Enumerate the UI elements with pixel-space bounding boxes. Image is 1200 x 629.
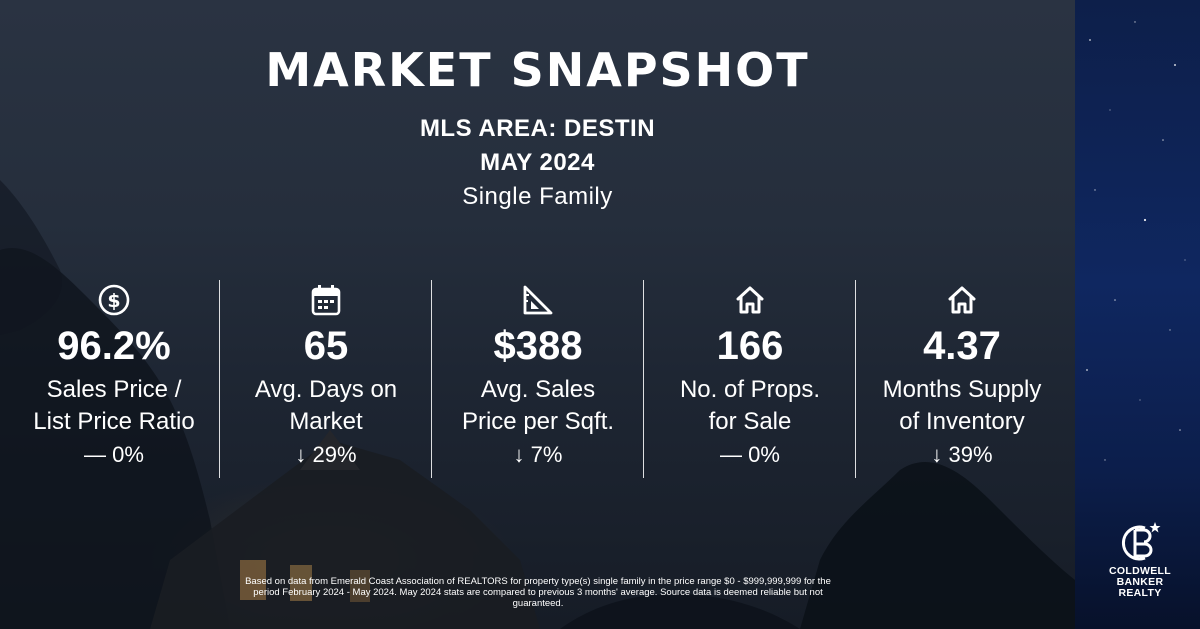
stat-props-for-sale: 166 No. of Props. for Sale — 0% <box>644 278 856 478</box>
stat-change: ↓ 39% <box>856 440 1068 470</box>
house-icon <box>856 280 1068 320</box>
stat-sales-price-ratio: $ 96.2% Sales Price / List Price Ratio —… <box>8 278 220 478</box>
arrow-down-icon: ↓ <box>931 442 943 467</box>
stars-decoration <box>1086 21 1186 461</box>
disclaimer-footnote: Based on data from Emerald Coast Associa… <box>245 576 831 609</box>
logo-line2: BANKER <box>1116 576 1164 588</box>
stat-change-value: 0% <box>112 442 144 467</box>
arrow-down-icon: ↓ <box>513 442 525 467</box>
report-period: MAY 2024 <box>480 149 595 176</box>
divider <box>219 280 220 478</box>
stat-change: ↓ 7% <box>432 440 644 470</box>
page-title: MARKET SNAPSHOT <box>265 43 810 97</box>
calendar-icon <box>220 280 432 320</box>
header: MARKET SNAPSHOT MLS AREA: DESTIN MAY 202… <box>0 40 1075 214</box>
divider <box>431 280 432 478</box>
stat-change-value: 7% <box>530 442 563 467</box>
logo-line3: REALTY <box>1118 587 1162 599</box>
mls-area: MLS AREA: DESTIN <box>419 115 656 142</box>
divider <box>855 280 856 478</box>
stat-label-line1: Avg. Sales <box>480 376 596 403</box>
divider <box>643 280 644 478</box>
stat-months-supply: 4.37 Months Supply of Inventory ↓ 39% <box>856 278 1068 478</box>
stat-value: $388 <box>493 324 583 368</box>
stat-label-line2: List Price Ratio <box>33 408 195 435</box>
stat-label-line1: Avg. Days on <box>254 376 398 403</box>
stat-value: 96.2% <box>57 324 171 368</box>
background-house-silhouette <box>0 180 1075 629</box>
stat-label-line2: Price per Sqft. <box>461 408 615 435</box>
side-panel-night-sky <box>1075 0 1200 629</box>
stat-value: 4.37 <box>923 324 1001 368</box>
stat-label: Sales Price / List Price Ratio <box>8 374 220 438</box>
ruler-triangle-icon <box>432 280 644 320</box>
stat-label-line1: Months Supply <box>882 376 1042 403</box>
stat-change-value: 0% <box>748 442 780 467</box>
dash-icon: — <box>720 442 743 467</box>
stat-price-per-sqft: $388 Avg. Sales Price per Sqft. ↓ 7% <box>432 278 644 478</box>
svg-text:$: $ <box>107 290 120 312</box>
stats-row: $ 96.2% Sales Price / List Price Ratio —… <box>8 278 1068 478</box>
stat-change: ↓ 29% <box>220 440 432 470</box>
stat-change: — 0% <box>8 440 220 470</box>
cb-logo-icon <box>1122 522 1161 561</box>
house-icon <box>644 280 856 320</box>
property-type: Single Family <box>462 183 613 210</box>
stat-days-on-market: 65 Avg. Days on Market ↓ 29% <box>220 278 432 478</box>
stat-value: 166 <box>716 324 784 368</box>
stat-change-value: 29% <box>312 442 357 467</box>
stat-label: Avg. Days on Market <box>220 374 432 438</box>
stat-change-value: 39% <box>948 442 993 467</box>
stat-label: Months Supply of Inventory <box>856 374 1068 438</box>
stat-label-line2: for Sale <box>708 408 792 435</box>
dollar-circle-icon: $ <box>8 280 220 320</box>
stat-label-line1: No. of Props. <box>679 376 821 403</box>
stat-change: — 0% <box>644 440 856 470</box>
stat-value: 65 <box>303 324 349 368</box>
stat-label: Avg. Sales Price per Sqft. <box>432 374 644 438</box>
stat-label-line2: of Inventory <box>899 408 1025 435</box>
dash-icon: — <box>84 442 107 467</box>
stat-label: No. of Props. for Sale <box>644 374 856 438</box>
stat-label-line2: Market <box>289 408 363 435</box>
arrow-down-icon: ↓ <box>295 442 307 467</box>
coldwell-banker-logo: COLDWELL BANKER REALTY <box>1090 520 1190 599</box>
logo-line1: COLDWELL <box>1109 565 1171 577</box>
stat-label-line1: Sales Price / <box>46 376 182 403</box>
